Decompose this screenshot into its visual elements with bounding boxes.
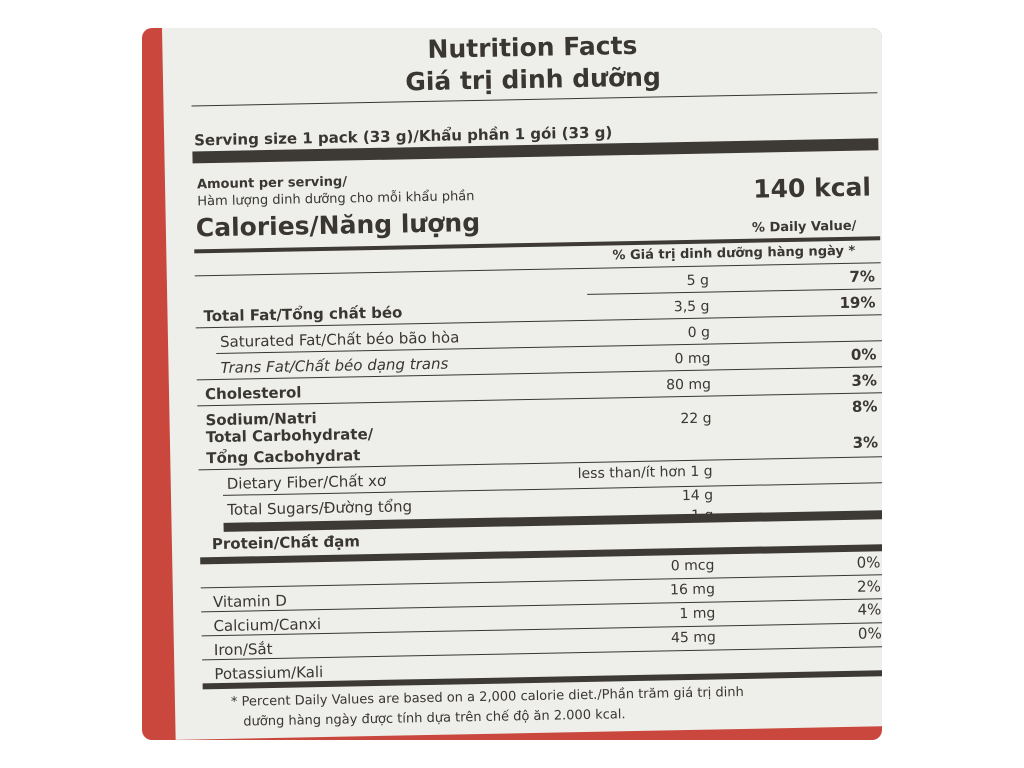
footnote-line-2: dưỡng hàng ngày được tính dựa trên chế đ…: [243, 707, 626, 730]
daily-value-header-vi: % Giá trị dinh dưỡng hàng ngày *: [612, 243, 856, 264]
amount-value: less than/ít hơn 1 g: [577, 463, 713, 483]
nutrient-name: Cholesterol: [204, 383, 302, 404]
calories-value: 140 kcal: [752, 172, 872, 204]
divider: [194, 262, 881, 277]
daily-value-header-en: % Daily Value/: [751, 218, 857, 236]
daily-value-percent: 3%: [851, 371, 878, 390]
amount-value: 1 mg: [679, 605, 716, 623]
nutrient-name: Total Sugars/Đường tổng: [227, 497, 413, 519]
amount-value: 16 mg: [669, 581, 716, 599]
divider: [201, 598, 882, 613]
nutrient-name: Trans Fat/Chất béo dạng trans: [220, 354, 449, 377]
footnote-line-1: * Percent Daily Values are based on a 2,…: [230, 684, 744, 710]
amount-value: 45 mg: [670, 629, 716, 647]
nutrient-name: Total Carbohydrate/: [205, 425, 374, 447]
photo-background: Nutrition Facts Giá trị dinh dưỡng Servi…: [142, 28, 882, 740]
amount-value: 14 g: [681, 487, 714, 505]
nutrient-name: Potassium/Kali: [214, 663, 324, 684]
nutrient-name: Total Fat/Tổng chất béo: [203, 303, 403, 326]
daily-value-percent: 8%: [851, 397, 878, 416]
amount-value: 80 mg: [666, 376, 712, 394]
daily-value-percent: 0%: [857, 624, 882, 643]
amount-value: 0 g: [687, 324, 711, 341]
amount-per-serving-vi: Hàm lượng dinh dưỡng cho mỗi khẩu phần: [197, 189, 475, 210]
nutrient-name: Iron/Sắt: [213, 639, 273, 660]
nutrient-name: Saturated Fat/Chất béo bão hòa: [219, 328, 460, 351]
nutrient-name: Tổng Cacbohydrat: [206, 446, 361, 468]
amount-value: 5 g: [686, 272, 710, 289]
daily-value-percent: 7%: [849, 267, 876, 286]
daily-value-percent: 4%: [857, 600, 882, 619]
divider: [202, 646, 882, 661]
nutrient-name: Dietary Fiber/Chất xơ: [226, 471, 387, 493]
amount-value: 3,5 g: [673, 298, 710, 316]
divider: [200, 574, 882, 589]
amount-value: 0 mg: [674, 350, 711, 368]
calories-label: Calories/Năng lượng: [195, 207, 481, 243]
nutrition-label: Nutrition Facts Giá trị dinh dưỡng Servi…: [162, 28, 882, 740]
nutrient-name: Calcium/Canxi: [213, 615, 322, 636]
daily-value-percent: 19%: [839, 293, 876, 313]
daily-value-percent: 2%: [856, 577, 882, 596]
nutrient-name: Protein/Chất đạm: [211, 532, 361, 554]
amount-per-serving-en: Amount per serving/: [196, 174, 348, 193]
daily-value-percent: 0%: [850, 345, 877, 364]
daily-value-percent: 3%: [852, 433, 879, 452]
nutrient-name: Vitamin D: [212, 591, 287, 612]
daily-value-percent: 0%: [856, 553, 881, 572]
amount-value: 0 mcg: [670, 557, 715, 575]
amount-value: 22 g: [680, 410, 712, 428]
